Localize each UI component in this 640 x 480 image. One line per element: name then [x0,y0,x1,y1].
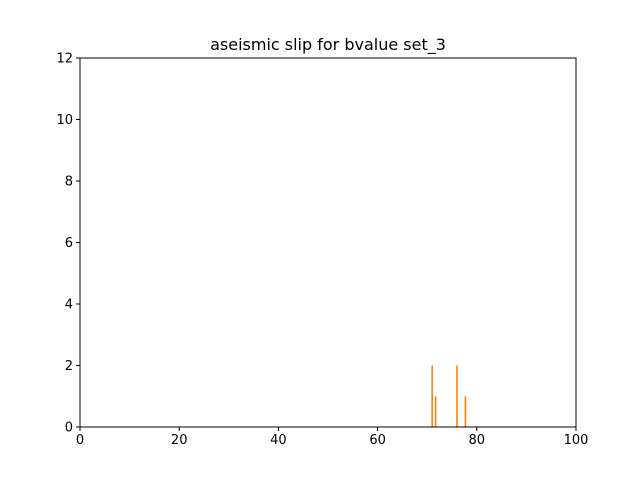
x-tick-label-1: 20 [171,433,188,448]
x-axis: 0 20 40 60 80 100 [76,427,589,448]
bar-2 [456,365,458,427]
bar-0 [431,365,433,427]
x-tick-label-4: 80 [469,433,486,448]
chart-title: aseismic slip for bvalue set_3 [210,35,446,55]
y-tick-label-0: 0 [65,421,73,436]
y-tick-label-6: 12 [56,52,73,67]
bar-1 [434,396,437,427]
x-tick-label-3: 60 [369,433,386,448]
y-tick-label-2: 4 [65,298,73,313]
y-tick-label-4: 8 [65,175,73,190]
x-tick-label-0: 0 [76,433,84,448]
y-tick-label-1: 2 [65,359,73,374]
bars-group [431,365,467,427]
y-axis: 0 2 4 6 8 10 12 [56,52,80,436]
y-tick-label-5: 10 [56,113,73,128]
bar-3 [464,396,467,427]
x-tick-label-5: 100 [564,433,589,448]
x-tick-label-2: 40 [270,433,287,448]
y-tick-label-3: 6 [65,236,73,251]
